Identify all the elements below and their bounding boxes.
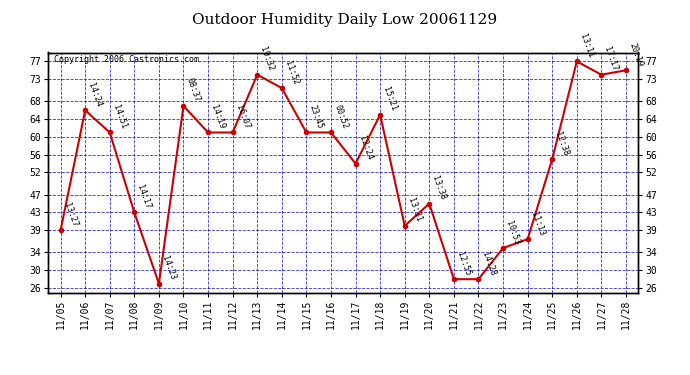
Text: 11:13: 11:13 — [529, 210, 546, 237]
Text: 12:38: 12:38 — [553, 130, 571, 157]
Text: 14:28: 14:28 — [480, 251, 497, 277]
Text: 23:45: 23:45 — [308, 104, 324, 130]
Text: 00:52: 00:52 — [332, 104, 349, 130]
Text: 14:19: 14:19 — [209, 104, 226, 130]
Text: 13:27: 13:27 — [62, 201, 79, 228]
Text: Copyright 2006 Castronics.com: Copyright 2006 Castronics.com — [55, 55, 199, 64]
Text: 15:21: 15:21 — [382, 86, 398, 112]
Text: 12:55: 12:55 — [455, 251, 472, 277]
Text: 08:37: 08:37 — [185, 77, 201, 104]
Text: 20:19: 20:19 — [627, 42, 644, 68]
Text: 14:51: 14:51 — [111, 104, 128, 130]
Text: 19:32: 19:32 — [259, 46, 275, 72]
Text: 12:24: 12:24 — [357, 135, 374, 161]
Text: 13:11: 13:11 — [578, 33, 595, 59]
Text: 14:17: 14:17 — [135, 184, 152, 210]
Text: Outdoor Humidity Daily Low 20061129: Outdoor Humidity Daily Low 20061129 — [193, 13, 497, 27]
Text: 16:07: 16:07 — [234, 104, 251, 130]
Text: 13:38: 13:38 — [431, 175, 448, 201]
Text: 14:24: 14:24 — [86, 81, 104, 108]
Text: 13:31: 13:31 — [406, 197, 423, 223]
Text: 10:53: 10:53 — [504, 219, 521, 246]
Text: 14:23: 14:23 — [160, 255, 177, 281]
Text: 11:52: 11:52 — [283, 59, 300, 86]
Text: 17:17: 17:17 — [602, 46, 620, 72]
